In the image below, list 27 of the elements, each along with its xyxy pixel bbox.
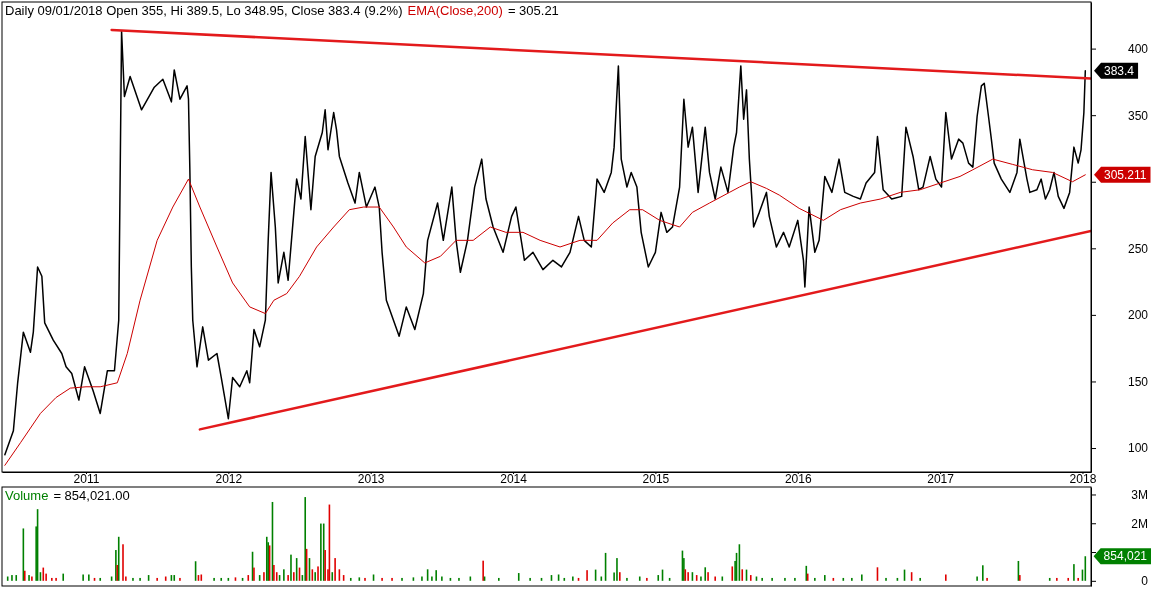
y-tick-label: 250 [1127,241,1149,256]
x-tick-label: 2013 [357,471,385,486]
chart-title: Daily 09/01/2018 Open 355, Hi 389.5, Lo 348.95, Close 383.4 (9.2%) [5,3,403,18]
x-tick-label: 2017 [927,471,955,486]
x-tick-label: 2014 [500,471,528,486]
x-tick-label: 2016 [784,471,812,486]
text: 383.4 [1104,63,1135,78]
y-tick-label: 400 [1127,41,1149,56]
x-tick-label: 2018 [1069,471,1097,486]
line-series [4,30,1087,456]
line-series [4,158,1086,466]
annotation: = 305.21 [507,3,559,18]
y-tick-label: 3M [1131,487,1148,502]
x-tick-label: 2015 [642,471,670,486]
y-tick-label: 200 [1127,308,1149,323]
x-tick-label: 2011 [73,471,100,486]
annotation: = 854,021.00 [53,488,130,503]
x-tick-label: 2012 [215,471,243,486]
text: 854,021 [1103,549,1148,564]
y-tick-label: 0 [1141,574,1149,589]
text: 305.211 [1104,168,1147,183]
text: EMA(Close,200) [407,3,503,18]
y-tick-label: 350 [1127,108,1149,123]
y-tick-label: 100 [1127,441,1149,456]
series-label: Volume [5,488,49,503]
y-tick-label: 150 [1127,374,1149,389]
y-tick-label: 2M [1131,516,1148,531]
